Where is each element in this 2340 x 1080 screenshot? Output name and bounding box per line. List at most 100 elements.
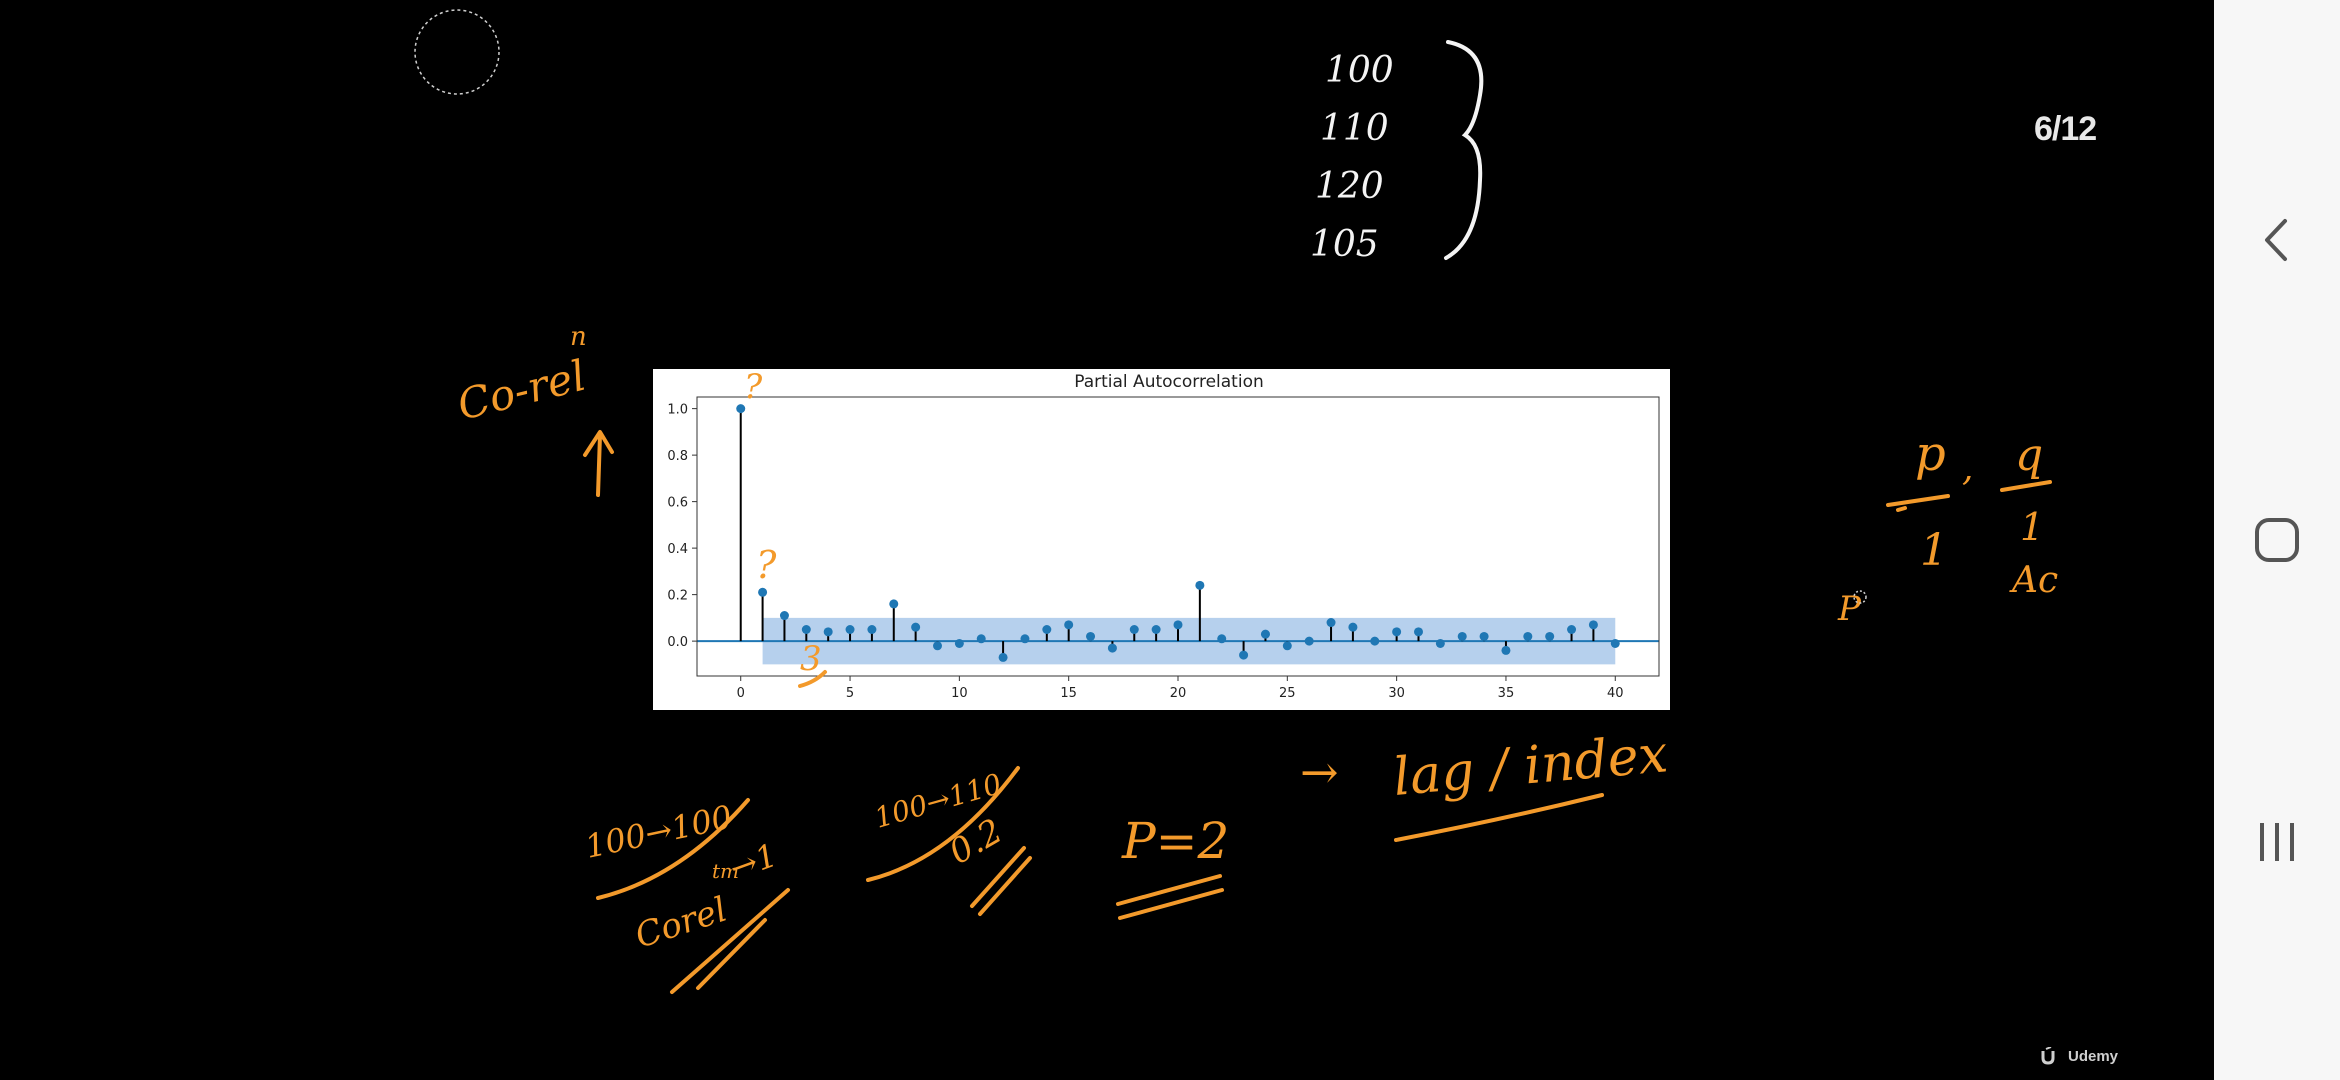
pacf-point — [1414, 627, 1423, 637]
pacf-point — [1129, 625, 1139, 634]
pq-p: p — [1915, 426, 1946, 482]
pq-bottom-left: 1 — [1920, 525, 1948, 576]
curly-brace — [1444, 40, 1484, 260]
y-tick-label: 0.2 — [667, 589, 688, 604]
pq-q: q — [2015, 430, 2043, 481]
note-lag-text: lag / index — [1391, 724, 1670, 808]
pacf-point — [1282, 641, 1292, 651]
note-p-underline-1 — [1116, 874, 1222, 906]
note-1-result: →1 — [725, 836, 782, 888]
pacf-point — [1523, 631, 1533, 641]
pq-p-bar-dot — [1896, 506, 1907, 512]
system-nav-bar — [2214, 0, 2340, 1080]
pacf-point — [1020, 634, 1030, 644]
pacf-point — [1239, 650, 1249, 660]
pacf-point — [1588, 620, 1598, 630]
pq-q-bar — [2000, 480, 2052, 492]
pacf-point — [1151, 625, 1161, 634]
pacf-point — [1260, 629, 1270, 639]
note-2-top: 100→110 — [871, 767, 1005, 835]
note-2-bottom: 0.2 — [943, 811, 1010, 873]
pacf-point — [823, 627, 833, 637]
pen-cursor-icon — [414, 9, 500, 95]
pacf-point — [1304, 636, 1314, 646]
home-button[interactable] — [2232, 495, 2322, 585]
x-tick-label: 20 — [1170, 686, 1187, 701]
value-item-3: 120 — [1315, 166, 1384, 207]
note-lag-arrow: → — [1300, 745, 1339, 799]
small-cursor-icon — [1853, 590, 1867, 604]
pacf-point — [758, 587, 768, 597]
pacf-point — [976, 634, 986, 644]
chevron-left-icon — [2265, 219, 2287, 261]
note-2-double-underline-1 — [970, 846, 1026, 908]
note-1-top: 100→100 — [582, 798, 736, 866]
pacf-point — [1173, 620, 1183, 630]
pq-p-bar — [1886, 494, 1950, 507]
x-tick-label: 10 — [951, 686, 968, 701]
pacf-chart-panel: Partial Autocorrelation 0.0 0.2 0.4 0.6 0.8 1… — [653, 369, 1670, 710]
note-1-bottom: Corel — [630, 890, 732, 957]
y-tick-label: 0.0 — [667, 635, 688, 650]
x-tick-label: 15 — [1060, 686, 1077, 701]
x-tick-label: 25 — [1279, 686, 1296, 701]
pacf-point — [1501, 645, 1511, 655]
y-tick-label: 0.4 — [667, 542, 688, 557]
watermark-text: Udemy — [2068, 1047, 2119, 1065]
recents-button[interactable] — [2232, 797, 2322, 887]
pacf-point — [1479, 631, 1489, 641]
pacf-point — [1086, 631, 1096, 641]
udemy-logo-icon — [2041, 1047, 2055, 1065]
video-area[interactable]: Partial Autocorrelation 0.0 0.2 0.4 0.6 0.8 1… — [0, 0, 2214, 1080]
pq-comma: , — [1962, 448, 1973, 489]
pq-bottom-right: 1 — [2020, 505, 2044, 549]
pacf-point — [1567, 625, 1577, 634]
pacf-point — [1457, 631, 1467, 641]
pacf-point — [1610, 638, 1620, 648]
pacf-point — [1348, 622, 1358, 632]
note-1-underline — [596, 798, 750, 900]
pacf-point — [1217, 634, 1227, 644]
back-button[interactable] — [2232, 195, 2322, 285]
three-bars-icon — [2260, 823, 2294, 861]
value-item-1: 100 — [1325, 50, 1394, 91]
note-1-sup: tm — [712, 859, 739, 883]
pacf-point — [954, 638, 964, 648]
value-item-4: 105 — [1310, 224, 1379, 265]
note-1-double-underline-2 — [696, 918, 767, 990]
note-p-underline-2 — [1118, 888, 1224, 920]
pacf-point — [911, 622, 921, 632]
note-p-equals: P=2 — [1121, 812, 1229, 870]
pacf-point — [1195, 580, 1205, 590]
page-counter: 6/12 — [2034, 110, 2097, 148]
x-tick-label: 0 — [737, 686, 745, 701]
pq-ac: Ac — [2009, 560, 2058, 601]
x-tick-label: 35 — [1498, 686, 1515, 701]
pacf-point — [845, 625, 855, 634]
note-2-underline — [866, 766, 1020, 882]
pacf-point — [1064, 620, 1074, 630]
pacf-point — [1392, 627, 1402, 637]
pacf-point — [1326, 618, 1336, 628]
pacf-point — [998, 652, 1008, 662]
pacf-point — [933, 641, 942, 651]
y-tick-label: 0.8 — [667, 449, 688, 464]
pacf-point — [801, 625, 811, 634]
pacf-point — [1370, 636, 1380, 646]
corr-label-sup: n — [570, 322, 587, 352]
x-tick-label: 40 — [1607, 686, 1624, 701]
pacf-chart: Partial Autocorrelation 0.0 0.2 0.4 0.6 0.8 1… — [667, 372, 1660, 701]
x-tick-label: 5 — [846, 686, 854, 701]
chart-title: Partial Autocorrelation — [1074, 372, 1264, 392]
corr-label: Co-rel — [453, 351, 591, 430]
value-item-2: 110 — [1320, 108, 1389, 149]
pacf-point — [779, 611, 789, 621]
pacf-point — [736, 404, 746, 414]
note-1-double-underline-1 — [670, 888, 790, 994]
udemy-watermark: Udemy — [2040, 1047, 2118, 1065]
corr-up-arrow — [583, 430, 614, 497]
pacf-point — [1545, 631, 1555, 641]
note-2-double-underline-2 — [978, 856, 1032, 916]
pacf-point — [1107, 643, 1117, 653]
pacf-point — [889, 599, 899, 609]
